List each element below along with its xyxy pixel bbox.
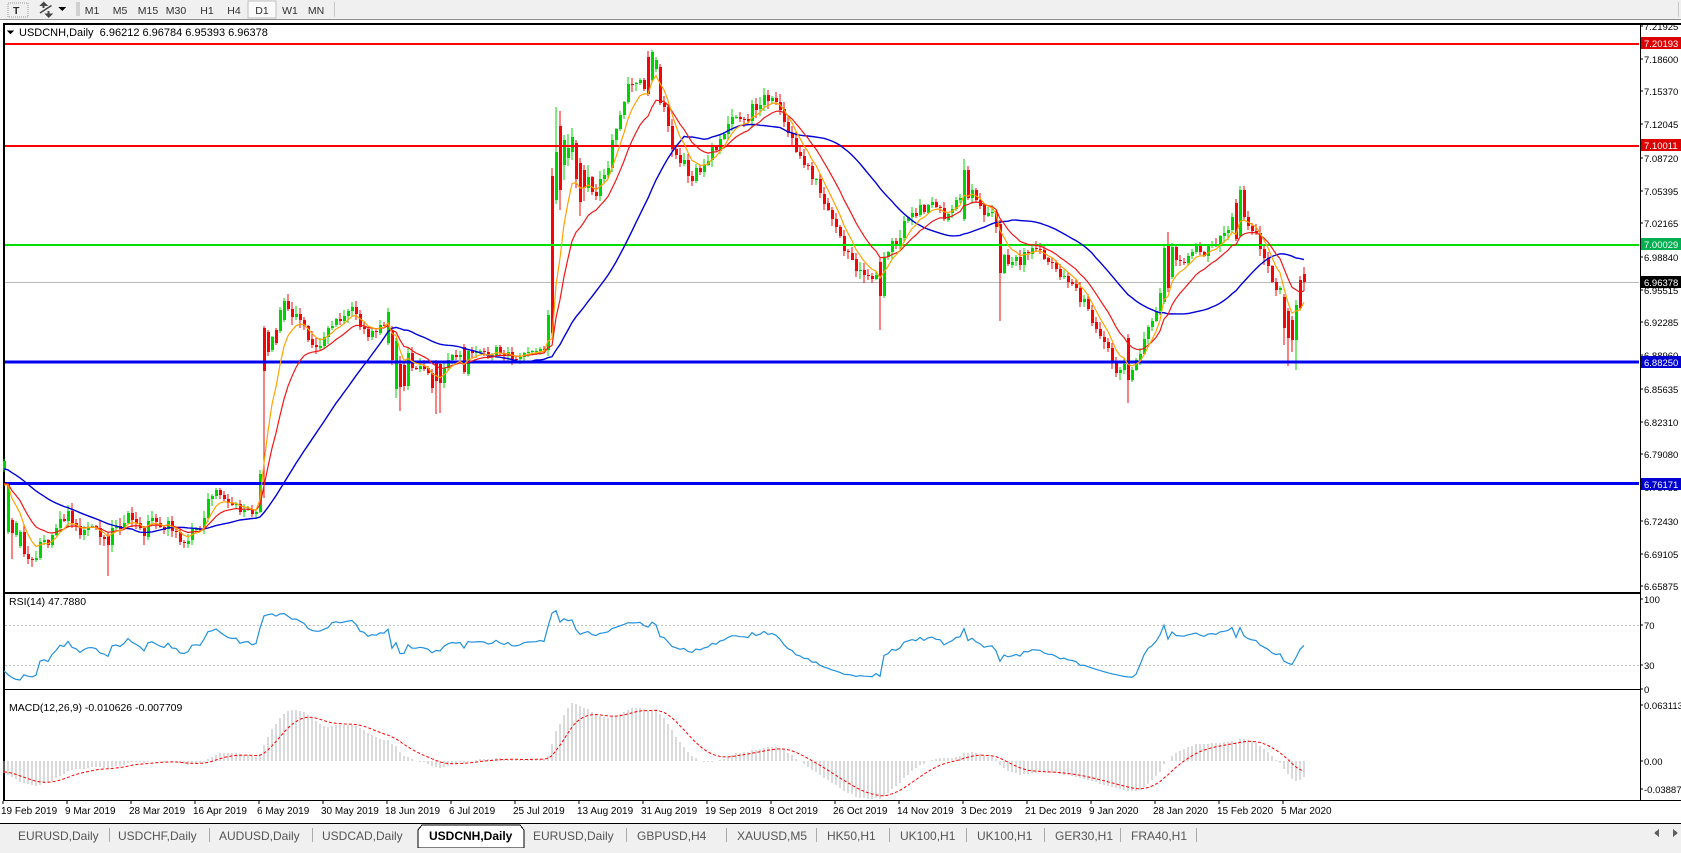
- svg-text:H1: H1: [200, 5, 214, 17]
- svg-text:6.76171: 6.76171: [1644, 480, 1678, 491]
- svg-text:AUDUSD,Daily: AUDUSD,Daily: [219, 829, 300, 843]
- svg-text:UK100,H1: UK100,H1: [900, 829, 956, 843]
- svg-text:EURUSD,Daily: EURUSD,Daily: [18, 829, 99, 843]
- svg-text:GER30,H1: GER30,H1: [1055, 829, 1113, 843]
- svg-text:19 Feb 2019: 19 Feb 2019: [1, 806, 58, 817]
- svg-text:H4: H4: [227, 5, 241, 17]
- svg-text:0.00: 0.00: [1644, 757, 1663, 768]
- svg-text:15 Feb 2020: 15 Feb 2020: [1217, 806, 1274, 817]
- svg-text:31 Aug 2019: 31 Aug 2019: [641, 806, 698, 817]
- svg-text:6.92285: 6.92285: [1644, 318, 1678, 329]
- svg-text:13 Aug 2019: 13 Aug 2019: [577, 806, 634, 817]
- svg-text:9 Jan 2020: 9 Jan 2020: [1089, 806, 1139, 817]
- svg-text:GBPUSD,H4: GBPUSD,H4: [637, 829, 707, 843]
- svg-text:7.10011: 7.10011: [1644, 141, 1678, 152]
- svg-text:14 Nov 2019: 14 Nov 2019: [897, 806, 954, 817]
- svg-text:T: T: [13, 5, 20, 17]
- svg-text:M30: M30: [166, 5, 187, 17]
- svg-text:6.72430: 6.72430: [1644, 517, 1678, 528]
- svg-text:MN: MN: [308, 5, 324, 17]
- svg-text:7.08720: 7.08720: [1644, 154, 1678, 165]
- svg-text:7.02165: 7.02165: [1644, 219, 1678, 230]
- svg-text:D1: D1: [255, 5, 269, 17]
- svg-text:XAUUSD,M5: XAUUSD,M5: [737, 829, 807, 843]
- svg-text:28 Jan 2020: 28 Jan 2020: [1153, 806, 1208, 817]
- svg-text:-0.03887: -0.03887: [1644, 785, 1681, 796]
- svg-text:6.88250: 6.88250: [1644, 358, 1678, 369]
- svg-text:USDCAD,Daily: USDCAD,Daily: [322, 829, 403, 843]
- svg-text:5 Mar 2020: 5 Mar 2020: [1281, 806, 1332, 817]
- svg-text:0.063113: 0.063113: [1644, 701, 1681, 712]
- svg-text:9 Mar 2019: 9 Mar 2019: [65, 806, 116, 817]
- svg-text:M5: M5: [113, 5, 128, 17]
- svg-text:7.12045: 7.12045: [1644, 120, 1678, 131]
- svg-text:RSI(14) 47.7880: RSI(14) 47.7880: [9, 596, 86, 608]
- svg-text:6.95515: 6.95515: [1644, 286, 1678, 297]
- svg-text:26 Oct 2019: 26 Oct 2019: [833, 806, 888, 817]
- svg-text:6.69105: 6.69105: [1644, 550, 1678, 561]
- svg-text:28 Mar 2019: 28 Mar 2019: [129, 806, 186, 817]
- svg-text:MACD(12,26,9) -0.010626 -0.007: MACD(12,26,9) -0.010626 -0.007709: [9, 702, 183, 714]
- svg-text:6.79080: 6.79080: [1644, 450, 1678, 461]
- svg-text:6 May 2019: 6 May 2019: [257, 806, 310, 817]
- svg-text:6.82310: 6.82310: [1644, 418, 1678, 429]
- svg-text:19 Sep 2019: 19 Sep 2019: [705, 806, 762, 817]
- svg-text:USDCNH,Daily: USDCNH,Daily: [429, 829, 513, 843]
- svg-text:21 Dec 2019: 21 Dec 2019: [1025, 806, 1082, 817]
- svg-text:25 Jul 2019: 25 Jul 2019: [513, 806, 565, 817]
- svg-text:30: 30: [1644, 661, 1655, 672]
- svg-text:7.18600: 7.18600: [1644, 55, 1678, 66]
- svg-text:7.05395: 7.05395: [1644, 187, 1678, 198]
- svg-text:6.96378: 6.96378: [1644, 278, 1678, 289]
- svg-text:USDCNH,Daily 6.96212 6.96784: USDCNH,Daily 6.96212 6.96784 6.95393 6.9…: [19, 27, 268, 39]
- svg-text:6 Jul 2019: 6 Jul 2019: [449, 806, 496, 817]
- svg-text:8 Oct 2019: 8 Oct 2019: [769, 806, 818, 817]
- svg-text:7.21925: 7.21925: [1644, 22, 1678, 33]
- svg-text:FRA40,H1: FRA40,H1: [1131, 829, 1187, 843]
- svg-text:EURUSD,Daily: EURUSD,Daily: [533, 829, 614, 843]
- svg-text:0: 0: [1644, 685, 1649, 696]
- svg-text:W1: W1: [282, 5, 298, 17]
- svg-text:6.65875: 6.65875: [1644, 582, 1678, 593]
- svg-text:30 May 2019: 30 May 2019: [321, 806, 379, 817]
- svg-text:3 Dec 2019: 3 Dec 2019: [961, 806, 1013, 817]
- svg-text:UK100,H1: UK100,H1: [977, 829, 1033, 843]
- svg-text:7.00029: 7.00029: [1644, 240, 1678, 251]
- svg-text:18 Jun 2019: 18 Jun 2019: [385, 806, 440, 817]
- svg-text:M15: M15: [138, 5, 159, 17]
- svg-text:6.85635: 6.85635: [1644, 385, 1678, 396]
- svg-text:HK50,H1: HK50,H1: [827, 829, 876, 843]
- svg-text:16 Apr 2019: 16 Apr 2019: [193, 806, 247, 817]
- svg-text:100: 100: [1644, 595, 1660, 606]
- svg-text:M1: M1: [85, 5, 100, 17]
- svg-text:7.15370: 7.15370: [1644, 87, 1678, 98]
- svg-text:70: 70: [1644, 621, 1655, 632]
- svg-text:USDCHF,Daily: USDCHF,Daily: [118, 829, 197, 843]
- svg-text:6.98840: 6.98840: [1644, 253, 1678, 264]
- svg-text:7.20193: 7.20193: [1644, 39, 1678, 50]
